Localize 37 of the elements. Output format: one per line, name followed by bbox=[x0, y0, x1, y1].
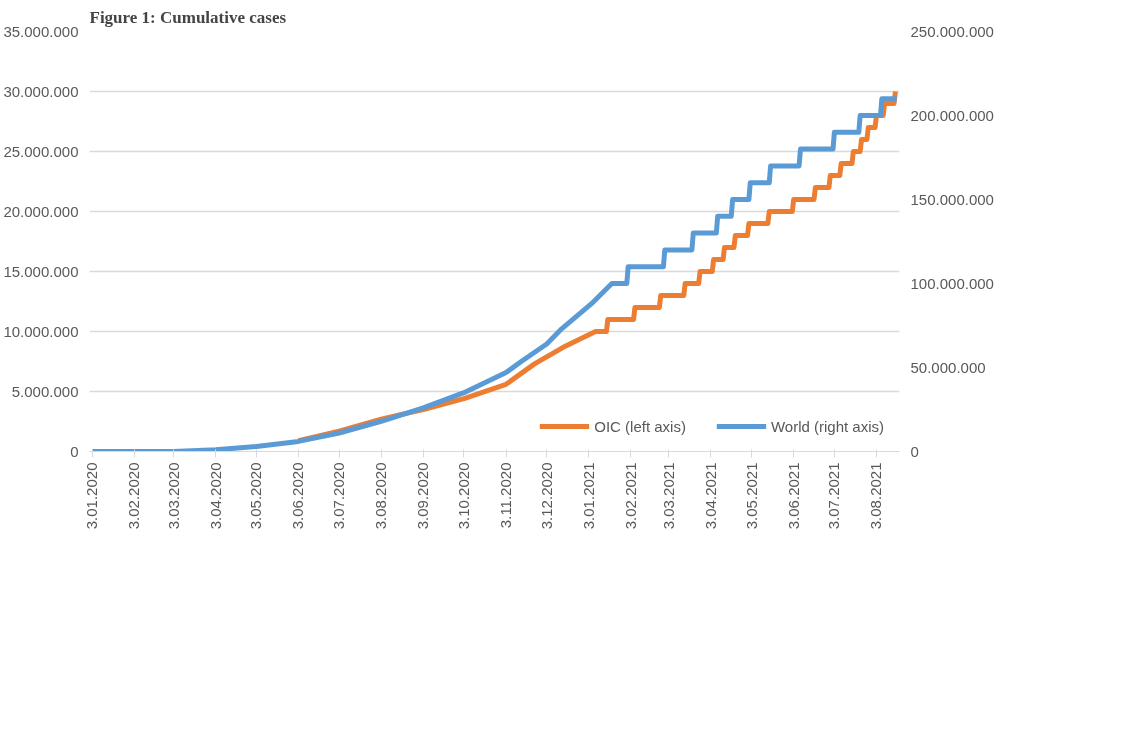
x-tick-label: 3.11.2020 bbox=[497, 462, 515, 529]
x-tick-label: 3.10.2020 bbox=[454, 462, 472, 530]
x-tick-label: 3.05.2020 bbox=[247, 462, 265, 530]
x-tick-label: 3.08.2020 bbox=[372, 462, 390, 530]
y2-tick-label: 50.000.000 bbox=[910, 358, 986, 376]
x-tick-label: 3.02.2020 bbox=[125, 462, 143, 530]
y2-tick-label: 150.000.000 bbox=[910, 190, 994, 208]
y2-tick-label: 250.000.000 bbox=[910, 22, 994, 40]
x-tick-label: 3.05.2021 bbox=[742, 462, 760, 530]
x-tick-label: 3.06.2020 bbox=[289, 462, 307, 530]
x-tick-label: 3.03.2021 bbox=[659, 462, 677, 530]
x-tick-label: 3.03.2020 bbox=[164, 462, 182, 530]
y-tick-label: 10.000.000 bbox=[3, 322, 79, 340]
x-tick-label: 3.08.2021 bbox=[867, 462, 885, 530]
chart-title: Figure 1: Cumulative cases bbox=[89, 7, 287, 27]
y2-tick-label: 200.000.000 bbox=[910, 106, 994, 124]
y2-tick-label: 0 bbox=[910, 442, 919, 460]
x-tick-label: 3.07.2020 bbox=[330, 462, 348, 530]
x-tick-label: 3.04.2020 bbox=[206, 462, 224, 530]
y-tick-label: 5.000.000 bbox=[11, 382, 79, 400]
y2-tick-label: 100.000.000 bbox=[910, 274, 994, 292]
x-tick-label: 3.06.2021 bbox=[784, 462, 802, 530]
y-tick-label: 25.000.000 bbox=[3, 142, 79, 160]
x-tick-label: 3.01.2021 bbox=[579, 462, 597, 530]
y-tick-label: 30.000.000 bbox=[3, 82, 79, 100]
y-tick-label: 15.000.000 bbox=[3, 262, 79, 280]
x-tick-label: 3.02.2021 bbox=[621, 462, 639, 530]
y-tick-label: 35.000.000 bbox=[3, 22, 79, 40]
x-tick-label: 3.09.2020 bbox=[414, 462, 432, 530]
legend-label: World (right axis) bbox=[770, 417, 884, 435]
x-tick-label: 3.01.2020 bbox=[83, 462, 101, 530]
y-tick-label: 0 bbox=[70, 442, 79, 460]
x-tick-label: 3.12.2020 bbox=[537, 462, 555, 530]
x-tick-label: 3.07.2021 bbox=[825, 462, 843, 530]
y-tick-label: 20.000.000 bbox=[3, 202, 79, 220]
legend-label: OIC (left axis) bbox=[594, 417, 686, 435]
x-tick-label: 3.04.2021 bbox=[701, 462, 719, 530]
